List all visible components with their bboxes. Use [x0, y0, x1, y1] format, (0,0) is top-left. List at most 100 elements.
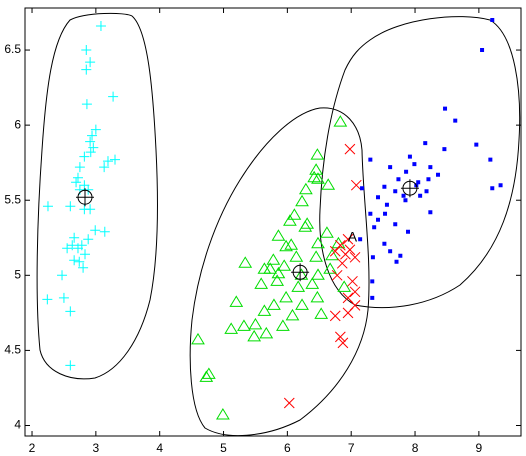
- point: [368, 157, 373, 162]
- x-tick-label: 3: [93, 441, 100, 455]
- point: [76, 188, 95, 207]
- x-tick-label: 6: [284, 441, 291, 455]
- point: [79, 204, 90, 215]
- point: [65, 306, 76, 317]
- point: [336, 257, 348, 269]
- point: [310, 148, 325, 160]
- point: [267, 298, 281, 310]
- point: [443, 106, 448, 111]
- point: [95, 21, 106, 32]
- point: [237, 319, 251, 331]
- point: [247, 329, 262, 342]
- point: [266, 253, 281, 265]
- point: [238, 256, 253, 268]
- x-tick-label: 4: [156, 441, 163, 455]
- point: [329, 310, 341, 322]
- point: [65, 360, 76, 371]
- point: [403, 198, 408, 203]
- point: [42, 201, 53, 212]
- point: [424, 189, 429, 194]
- point: [384, 202, 389, 207]
- point: [257, 304, 272, 316]
- point: [229, 295, 244, 307]
- x-tick-label: 8: [412, 441, 419, 455]
- point: [259, 326, 274, 339]
- point: [416, 180, 421, 185]
- point: [81, 64, 92, 75]
- point: [480, 48, 485, 53]
- point: [42, 294, 53, 305]
- point: [108, 91, 119, 102]
- point: [334, 239, 346, 251]
- point: [393, 222, 398, 227]
- point: [344, 143, 356, 155]
- point: [65, 201, 76, 212]
- point: [401, 193, 406, 198]
- point: [488, 157, 493, 162]
- point: [370, 255, 375, 260]
- point: [295, 194, 309, 207]
- point: [305, 277, 320, 289]
- point: [76, 240, 87, 251]
- point: [310, 290, 325, 303]
- point: [349, 251, 361, 263]
- boundary: [319, 16, 521, 309]
- point: [69, 232, 80, 243]
- point: [298, 220, 313, 232]
- point: [79, 151, 90, 162]
- point: [283, 397, 295, 409]
- point: [287, 208, 302, 220]
- x-tick-label: 9: [476, 441, 483, 455]
- point: [347, 275, 358, 287]
- point: [74, 256, 85, 267]
- plot-frame: [24, 7, 522, 437]
- point: [277, 259, 292, 271]
- y-tick-label: 5: [14, 267, 21, 281]
- point: [307, 170, 322, 183]
- point: [428, 210, 433, 215]
- point: [412, 162, 417, 167]
- cluster-boundaries: [36, 12, 521, 436]
- point: [333, 115, 348, 127]
- point: [474, 142, 479, 147]
- point: [311, 268, 325, 280]
- point: [320, 226, 334, 238]
- point: [350, 179, 362, 191]
- point: [325, 248, 339, 261]
- point: [360, 186, 365, 191]
- point: [426, 177, 431, 182]
- point: [69, 255, 80, 266]
- point: [62, 243, 73, 254]
- point: [428, 165, 433, 170]
- point: [342, 233, 354, 245]
- boundary: [189, 107, 370, 436]
- point: [329, 245, 341, 257]
- point: [372, 225, 377, 230]
- point: [67, 240, 78, 251]
- point: [406, 229, 411, 234]
- point: [396, 177, 401, 182]
- boundary: [36, 12, 159, 380]
- point: [368, 211, 373, 216]
- point: [289, 250, 304, 262]
- point: [370, 279, 375, 284]
- point: [291, 280, 306, 292]
- point: [331, 269, 343, 281]
- point: [453, 118, 458, 123]
- point: [83, 234, 94, 245]
- point: [72, 172, 83, 183]
- point: [418, 193, 423, 198]
- point: [58, 292, 69, 303]
- point: [99, 162, 110, 173]
- point: [279, 239, 293, 252]
- point: [309, 250, 323, 262]
- point: [370, 295, 375, 300]
- point: [349, 286, 361, 298]
- point: [57, 270, 68, 281]
- point: [311, 172, 325, 184]
- y-tick-label: 6.5: [4, 42, 21, 56]
- point: [314, 307, 329, 319]
- point: [407, 154, 412, 159]
- point: [311, 236, 325, 249]
